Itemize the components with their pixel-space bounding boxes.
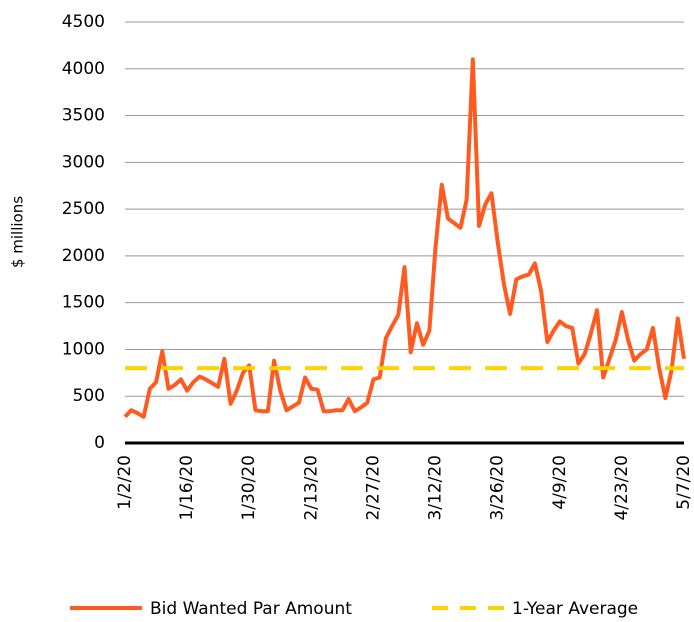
x-tick-label: 5/7/20 xyxy=(674,455,694,510)
legend-label: 1-Year Average xyxy=(512,599,638,619)
y-tick-label: 500 xyxy=(73,386,105,406)
y-tick-label: 4500 xyxy=(62,12,105,32)
y-tick-label: 3000 xyxy=(62,152,105,172)
y-tick-label: 0 xyxy=(94,433,105,453)
x-tick-label: 3/26/20 xyxy=(488,455,508,521)
y-axis-label: $ millions xyxy=(9,196,27,268)
y-tick-label: 2000 xyxy=(62,246,105,266)
x-tick-label: 1/2/20 xyxy=(115,455,135,510)
x-tick-label: 4/23/20 xyxy=(612,455,632,521)
y-tick-label: 4000 xyxy=(62,59,105,79)
y-tick-label: 2500 xyxy=(62,199,105,219)
series-line xyxy=(123,57,686,419)
x-tick-label: 1/30/20 xyxy=(239,455,259,521)
x-tick-label: 1/16/20 xyxy=(177,455,197,521)
y-tick-label: 1000 xyxy=(62,339,105,359)
x-tick-label: 3/12/20 xyxy=(426,455,446,521)
x-tick-label: 4/9/20 xyxy=(550,455,570,510)
legend-label: Bid Wanted Par Amount xyxy=(150,599,352,619)
x-tick-label: 2/13/20 xyxy=(301,455,321,521)
x-tick-label: 2/27/20 xyxy=(363,455,383,521)
y-tick-label: 3500 xyxy=(62,106,105,126)
y-tick-label: 1500 xyxy=(62,293,105,313)
